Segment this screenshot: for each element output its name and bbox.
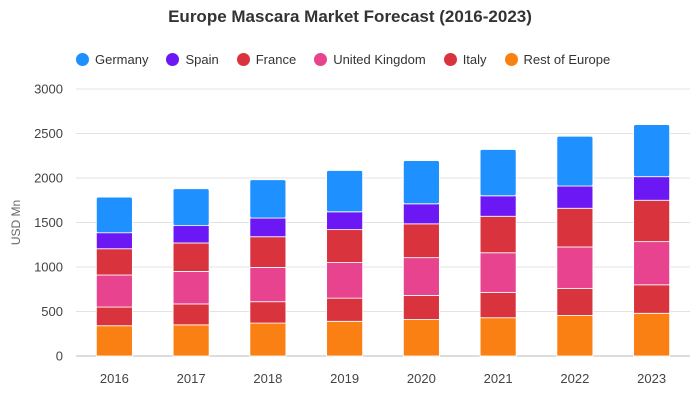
legend-label-germany: Germany xyxy=(95,52,149,67)
chart-legend: Germany Spain France United Kingdom Italy Res… xyxy=(76,52,610,67)
y-tick-label-1500: 1500 xyxy=(34,215,63,230)
bar-rest-of-europe-2020[interactable] xyxy=(402,319,440,357)
x-tick-label-2017: 2017 xyxy=(177,371,206,386)
bar-france-2021[interactable] xyxy=(479,215,517,254)
bar-spain-2019[interactable] xyxy=(326,211,364,231)
bar-italy-2018[interactable] xyxy=(249,301,287,324)
bar-united-kingdom-2023[interactable] xyxy=(633,241,671,286)
legend-item-germany[interactable]: Germany xyxy=(76,52,148,67)
y-tick-label-2000: 2000 xyxy=(34,171,63,186)
bar-united-kingdom-2016[interactable] xyxy=(95,274,133,308)
bar-france-2020[interactable] xyxy=(402,223,440,259)
x-tick-label-2019: 2019 xyxy=(330,371,359,386)
x-tick-label-2022: 2022 xyxy=(560,371,589,386)
legend-item-italy[interactable]: Italy xyxy=(443,52,487,67)
y-tick-label-2500: 2500 xyxy=(34,126,63,141)
legend-swatch-italy xyxy=(443,53,457,66)
bar-italy-2022[interactable] xyxy=(556,287,594,316)
bar-united-kingdom-2018[interactable] xyxy=(249,267,287,303)
y-tick-label-3000: 3000 xyxy=(34,82,63,97)
bar-rest-of-europe-2022[interactable] xyxy=(556,315,594,357)
bar-rest-of-europe-2017[interactable] xyxy=(172,324,210,357)
bar-germany-2018[interactable] xyxy=(249,179,287,219)
bar-italy-2019[interactable] xyxy=(326,297,364,322)
bar-germany-2016[interactable] xyxy=(95,196,133,234)
y-tick-label-0: 0 xyxy=(56,349,63,364)
bar-united-kingdom-2017[interactable] xyxy=(172,271,210,305)
y-axis-title: USD Mn xyxy=(9,200,23,245)
bar-rest-of-europe-2023[interactable] xyxy=(633,312,671,357)
bar-germany-2023[interactable] xyxy=(633,124,671,178)
bar-spain-2017[interactable] xyxy=(172,225,210,244)
bar-rest-of-europe-2016[interactable] xyxy=(95,325,133,357)
bar-italy-2017[interactable] xyxy=(172,303,210,326)
legend-label-united-kingdom: United Kingdom xyxy=(333,52,426,67)
y-tick-label-500: 500 xyxy=(41,304,63,319)
legend-item-france[interactable]: France xyxy=(236,52,297,67)
bar-france-2018[interactable] xyxy=(249,236,287,268)
legend-swatch-rest-of-europe xyxy=(504,53,518,66)
bar-spain-2016[interactable] xyxy=(95,232,133,250)
x-tick-label-2021: 2021 xyxy=(484,371,513,386)
bar-germany-2022[interactable] xyxy=(556,135,594,187)
bar-germany-2021[interactable] xyxy=(479,149,517,197)
bar-spain-2021[interactable] xyxy=(479,195,517,217)
bar-germany-2017[interactable] xyxy=(172,188,210,227)
legend-swatch-germany xyxy=(76,53,89,66)
bar-united-kingdom-2020[interactable] xyxy=(402,257,440,296)
legend-label-france: France xyxy=(255,52,297,67)
bar-italy-2020[interactable] xyxy=(402,295,440,320)
bar-rest-of-europe-2018[interactable] xyxy=(249,322,287,357)
bar-germany-2020[interactable] xyxy=(402,160,440,205)
bar-rest-of-europe-2021[interactable] xyxy=(479,317,517,357)
legend-item-united-kingdom[interactable]: United Kingdom xyxy=(314,52,426,67)
chart-title: Europe Mascara Market Forecast (2016-202… xyxy=(168,7,532,26)
bar-france-2016[interactable] xyxy=(95,248,133,276)
legend-label-spain: Spain xyxy=(185,52,219,67)
bar-spain-2023[interactable] xyxy=(633,176,671,201)
bar-france-2022[interactable] xyxy=(556,207,594,248)
x-tick-label-2023: 2023 xyxy=(637,371,666,386)
bar-spain-2022[interactable] xyxy=(556,185,594,209)
legend-label-rest-of-europe: Rest of Europe xyxy=(523,52,611,67)
x-tick-label-2016: 2016 xyxy=(100,371,129,386)
legend-swatch-france xyxy=(236,53,250,66)
bar-spain-2020[interactable] xyxy=(402,203,440,225)
bar-france-2023[interactable] xyxy=(633,199,671,243)
y-tick-label-1000: 1000 xyxy=(34,260,63,275)
bar-united-kingdom-2021[interactable] xyxy=(479,252,517,293)
x-tick-label-2020: 2020 xyxy=(407,371,436,386)
bar-italy-2023[interactable] xyxy=(633,284,671,314)
bar-rest-of-europe-2019[interactable] xyxy=(326,320,364,357)
legend-swatch-united-kingdom xyxy=(314,53,328,66)
bar-france-2017[interactable] xyxy=(172,242,210,272)
bar-france-2019[interactable] xyxy=(326,229,364,263)
legend-label-italy: Italy xyxy=(462,52,487,67)
x-tick-label-2018: 2018 xyxy=(253,371,282,386)
legend-item-rest-of-europe[interactable]: Rest of Europe xyxy=(504,52,611,67)
bar-united-kingdom-2019[interactable] xyxy=(326,262,364,299)
legend-item-spain[interactable]: Spain xyxy=(166,52,219,67)
bar-italy-2021[interactable] xyxy=(479,291,517,319)
bar-italy-2016[interactable] xyxy=(95,306,133,327)
bar-germany-2019[interactable] xyxy=(326,170,364,213)
bar-spain-2018[interactable] xyxy=(249,217,287,238)
bar-united-kingdom-2022[interactable] xyxy=(556,246,594,289)
legend-swatch-spain xyxy=(166,53,180,66)
